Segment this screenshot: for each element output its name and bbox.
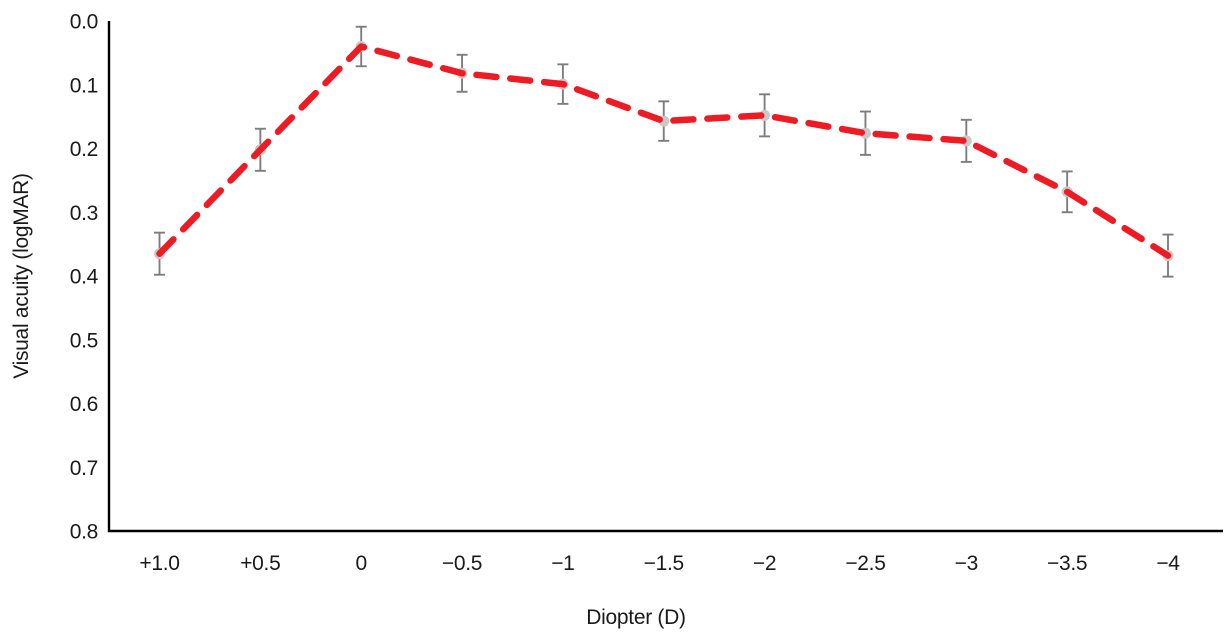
- y-tick-label: 0.3: [70, 202, 98, 225]
- x-tick-label: −3: [955, 552, 978, 575]
- x-tick-label: +1.0: [139, 552, 179, 575]
- y-tick-label: 0.6: [70, 393, 98, 416]
- axis-spine: [107, 21, 1223, 533]
- y-tick-label: 0.4: [70, 266, 99, 289]
- x-tick-label: 0: [356, 552, 367, 575]
- x-axis-title: Diopter (D): [586, 606, 686, 629]
- y-tick-label: 0.5: [70, 329, 98, 352]
- y-tick-label: 0.0: [70, 11, 98, 34]
- x-tick-label: −0.5: [442, 552, 482, 575]
- x-tick-label: −4: [1156, 552, 1180, 575]
- x-tick-label: −2: [753, 552, 776, 575]
- y-tick-label: 0.8: [70, 521, 98, 544]
- x-tick-label: −3.5: [1047, 552, 1087, 575]
- x-tick-label: −1.5: [644, 552, 684, 575]
- x-tick-label: +0.5: [240, 552, 280, 575]
- y-tick-label: 0.7: [70, 457, 98, 480]
- y-tick-label: 0.1: [70, 74, 98, 97]
- x-tick-label: −2.5: [845, 552, 885, 575]
- y-axis-title: Visual acuity (logMAR): [10, 173, 33, 379]
- x-tick-label: −1: [551, 552, 574, 575]
- trend-line: [156, 43, 1172, 259]
- y-tick-label: 0.2: [70, 138, 98, 161]
